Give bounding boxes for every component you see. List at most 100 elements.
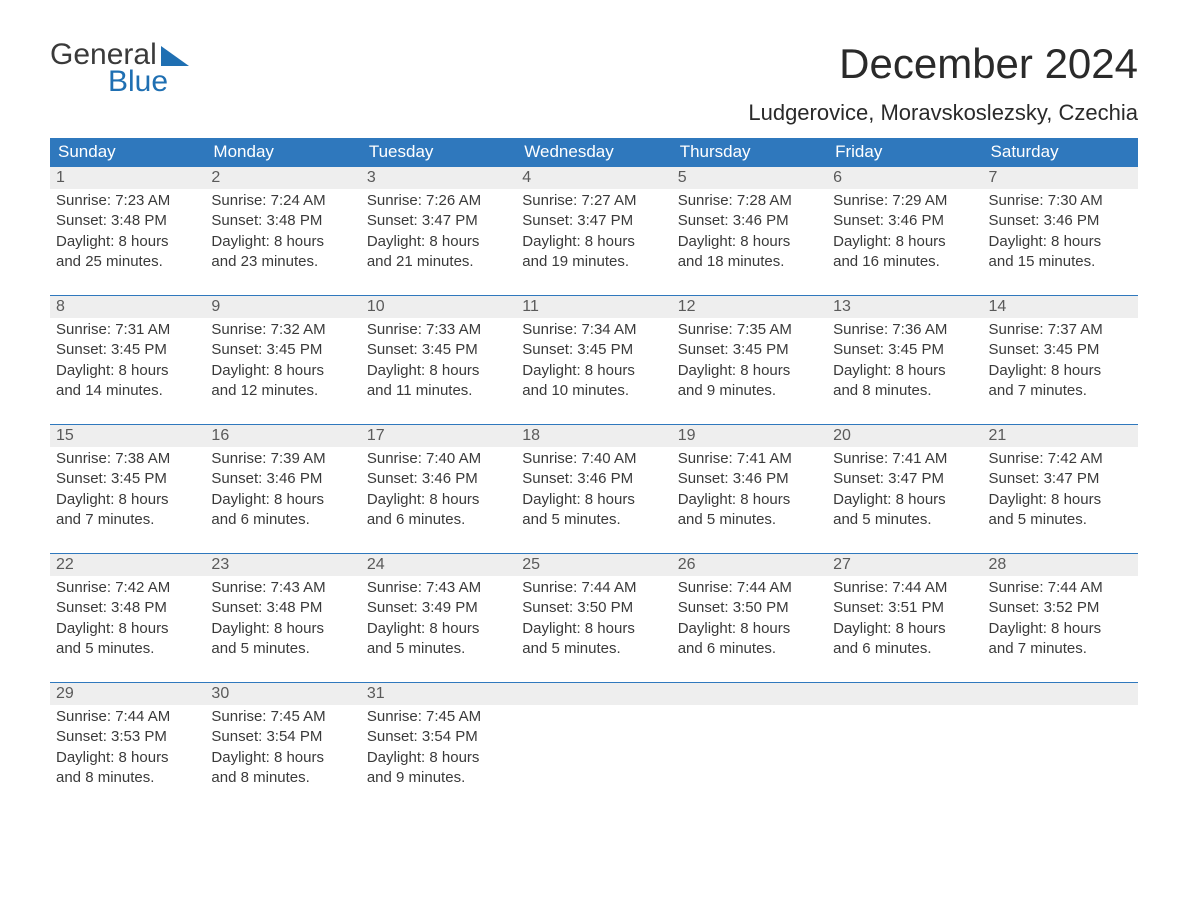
day-line-sr: Sunrise: 7:35 AM (678, 320, 821, 340)
day-number: 24 (361, 554, 516, 576)
day-line-d1: Daylight: 8 hours (367, 361, 510, 381)
day-line-sr: Sunrise: 7:32 AM (211, 320, 354, 340)
day-number: 30 (205, 683, 360, 705)
day-line-ss: Sunset: 3:47 PM (522, 211, 665, 231)
day-cell: 25Sunrise: 7:44 AMSunset: 3:50 PMDayligh… (516, 554, 671, 683)
day-number: 31 (361, 683, 516, 705)
day-line-sr: Sunrise: 7:39 AM (211, 449, 354, 469)
day-line-d1: Daylight: 8 hours (367, 232, 510, 252)
day-cell: 21Sunrise: 7:42 AMSunset: 3:47 PMDayligh… (983, 425, 1138, 554)
day-cell (516, 683, 671, 812)
day-number: 12 (672, 296, 827, 318)
day-line-sr: Sunrise: 7:45 AM (367, 707, 510, 727)
day-line-d2: and 5 minutes. (989, 510, 1132, 530)
day-number: 20 (827, 425, 982, 447)
day-cell: 19Sunrise: 7:41 AMSunset: 3:46 PMDayligh… (672, 425, 827, 554)
day-details: Sunrise: 7:44 AMSunset: 3:52 PMDaylight:… (983, 576, 1138, 665)
day-line-d1: Daylight: 8 hours (211, 361, 354, 381)
day-details: Sunrise: 7:42 AMSunset: 3:47 PMDaylight:… (983, 447, 1138, 536)
day-details: Sunrise: 7:39 AMSunset: 3:46 PMDaylight:… (205, 447, 360, 536)
day-line-d2: and 19 minutes. (522, 252, 665, 272)
day-number: 26 (672, 554, 827, 576)
day-line-d2: and 14 minutes. (56, 381, 199, 401)
day-number: 8 (50, 296, 205, 318)
day-details: Sunrise: 7:26 AMSunset: 3:47 PMDaylight:… (361, 189, 516, 278)
day-details: Sunrise: 7:35 AMSunset: 3:45 PMDaylight:… (672, 318, 827, 407)
day-line-d2: and 5 minutes. (56, 639, 199, 659)
day-cell (672, 683, 827, 812)
day-line-ss: Sunset: 3:48 PM (56, 598, 199, 618)
day-line-ss: Sunset: 3:45 PM (989, 340, 1132, 360)
day-line-d1: Daylight: 8 hours (56, 232, 199, 252)
day-line-d1: Daylight: 8 hours (211, 490, 354, 510)
day-line-d1: Daylight: 8 hours (56, 619, 199, 639)
day-line-sr: Sunrise: 7:44 AM (989, 578, 1132, 598)
day-line-sr: Sunrise: 7:44 AM (678, 578, 821, 598)
day-line-sr: Sunrise: 7:29 AM (833, 191, 976, 211)
day-line-d2: and 8 minutes. (833, 381, 976, 401)
day-line-sr: Sunrise: 7:31 AM (56, 320, 199, 340)
day-number: 21 (983, 425, 1138, 447)
day-line-d2: and 15 minutes. (989, 252, 1132, 272)
day-line-sr: Sunrise: 7:30 AM (989, 191, 1132, 211)
day-line-d1: Daylight: 8 hours (211, 748, 354, 768)
day-details: Sunrise: 7:34 AMSunset: 3:45 PMDaylight:… (516, 318, 671, 407)
day-number: 1 (50, 167, 205, 189)
day-cell: 28Sunrise: 7:44 AMSunset: 3:52 PMDayligh… (983, 554, 1138, 683)
day-line-d1: Daylight: 8 hours (211, 232, 354, 252)
day-details: Sunrise: 7:24 AMSunset: 3:48 PMDaylight:… (205, 189, 360, 278)
day-cell: 13Sunrise: 7:36 AMSunset: 3:45 PMDayligh… (827, 296, 982, 425)
empty-day-header (516, 683, 671, 705)
day-cell: 16Sunrise: 7:39 AMSunset: 3:46 PMDayligh… (205, 425, 360, 554)
day-number: 25 (516, 554, 671, 576)
day-line-ss: Sunset: 3:46 PM (833, 211, 976, 231)
day-line-d2: and 9 minutes. (678, 381, 821, 401)
day-line-d2: and 11 minutes. (367, 381, 510, 401)
day-line-d2: and 16 minutes. (833, 252, 976, 272)
day-line-d1: Daylight: 8 hours (678, 232, 821, 252)
day-details: Sunrise: 7:40 AMSunset: 3:46 PMDaylight:… (361, 447, 516, 536)
day-line-d2: and 5 minutes. (522, 639, 665, 659)
day-details: Sunrise: 7:41 AMSunset: 3:47 PMDaylight:… (827, 447, 982, 536)
day-line-ss: Sunset: 3:46 PM (678, 469, 821, 489)
day-header: Monday (205, 138, 360, 167)
logo: General Blue (50, 40, 189, 97)
day-line-ss: Sunset: 3:48 PM (56, 211, 199, 231)
day-line-sr: Sunrise: 7:41 AM (833, 449, 976, 469)
day-header: Tuesday (361, 138, 516, 167)
week-row: 8Sunrise: 7:31 AMSunset: 3:45 PMDaylight… (50, 296, 1138, 425)
empty-day-header (827, 683, 982, 705)
day-cell: 11Sunrise: 7:34 AMSunset: 3:45 PMDayligh… (516, 296, 671, 425)
day-line-d2: and 5 minutes. (367, 639, 510, 659)
day-number: 6 (827, 167, 982, 189)
day-line-d2: and 7 minutes. (989, 381, 1132, 401)
day-line-d1: Daylight: 8 hours (678, 619, 821, 639)
day-line-sr: Sunrise: 7:42 AM (989, 449, 1132, 469)
day-cell: 10Sunrise: 7:33 AMSunset: 3:45 PMDayligh… (361, 296, 516, 425)
day-details: Sunrise: 7:44 AMSunset: 3:50 PMDaylight:… (672, 576, 827, 665)
day-details: Sunrise: 7:43 AMSunset: 3:48 PMDaylight:… (205, 576, 360, 665)
day-line-ss: Sunset: 3:45 PM (367, 340, 510, 360)
day-line-d2: and 5 minutes. (833, 510, 976, 530)
day-number: 9 (205, 296, 360, 318)
day-details: Sunrise: 7:33 AMSunset: 3:45 PMDaylight:… (361, 318, 516, 407)
day-line-d1: Daylight: 8 hours (367, 490, 510, 510)
day-line-d2: and 6 minutes. (678, 639, 821, 659)
day-number: 3 (361, 167, 516, 189)
day-line-ss: Sunset: 3:54 PM (211, 727, 354, 747)
flag-icon (161, 46, 189, 66)
day-line-d2: and 9 minutes. (367, 768, 510, 788)
day-cell: 15Sunrise: 7:38 AMSunset: 3:45 PMDayligh… (50, 425, 205, 554)
day-line-sr: Sunrise: 7:45 AM (211, 707, 354, 727)
day-line-sr: Sunrise: 7:44 AM (833, 578, 976, 598)
day-number: 10 (361, 296, 516, 318)
header: General Blue December 2024 Ludgerovice, … (50, 40, 1138, 126)
day-line-sr: Sunrise: 7:26 AM (367, 191, 510, 211)
day-line-d1: Daylight: 8 hours (678, 361, 821, 381)
day-line-d1: Daylight: 8 hours (833, 619, 976, 639)
day-line-d1: Daylight: 8 hours (522, 232, 665, 252)
day-line-d2: and 6 minutes. (211, 510, 354, 530)
day-number: 4 (516, 167, 671, 189)
day-line-sr: Sunrise: 7:44 AM (56, 707, 199, 727)
day-line-ss: Sunset: 3:45 PM (833, 340, 976, 360)
